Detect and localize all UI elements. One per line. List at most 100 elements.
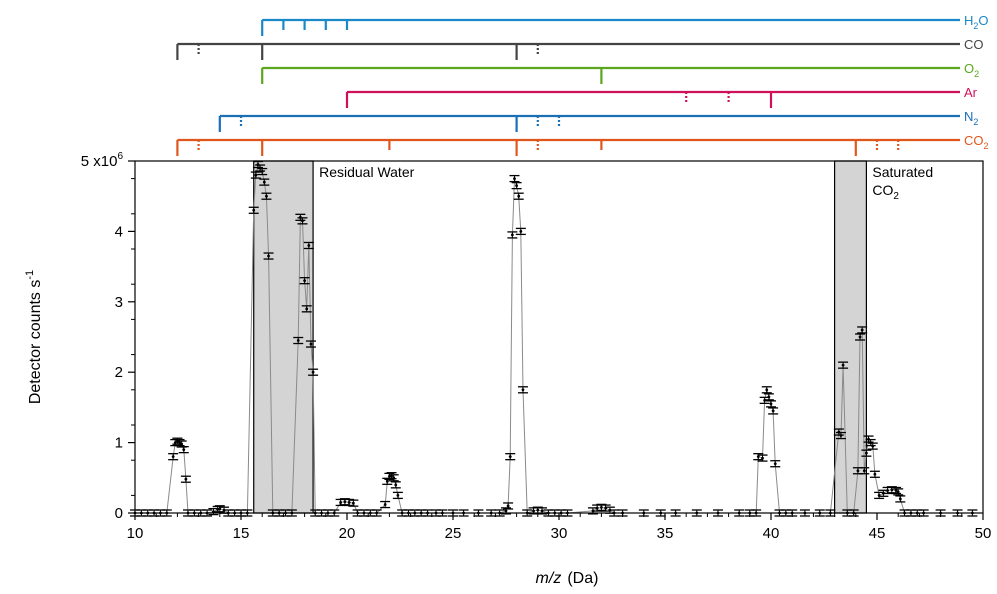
data-point [869, 470, 880, 478]
data-point [757, 454, 768, 462]
data-point [257, 167, 268, 176]
point-marker [536, 508, 540, 512]
y-axis-title: Detector counts s-1 [24, 270, 44, 404]
point-marker [305, 307, 309, 311]
data-point [263, 252, 274, 260]
data-point [503, 502, 514, 510]
data-point [261, 192, 272, 200]
point-marker [765, 388, 769, 392]
data-point [867, 442, 878, 450]
reference-label-text: CO [964, 37, 984, 52]
data-point [861, 449, 872, 457]
shaded-regions: Residual Water Saturated CO2 [253, 160, 933, 514]
x-tick-label: 50 [975, 525, 992, 542]
data-point [297, 217, 308, 225]
point-marker [510, 233, 514, 237]
x-axis-title-text: m/z [536, 570, 562, 587]
point-marker [218, 507, 222, 511]
point-marker [171, 455, 175, 459]
point-marker [532, 509, 535, 513]
data-point [859, 467, 870, 475]
y-tick-label: 5 x106 [81, 151, 124, 170]
data-point [390, 481, 401, 489]
data-point [301, 305, 312, 313]
point-marker [296, 339, 300, 342]
reference-label-subscript: 2 [984, 141, 989, 151]
shaded-region: Residual Water [253, 160, 415, 514]
point-marker [307, 244, 311, 247]
data-point [248, 206, 259, 214]
data-point [886, 486, 897, 494]
data-point [835, 431, 846, 440]
point-marker [508, 455, 512, 459]
data-point [505, 453, 516, 461]
x-tick-label: 45 [869, 525, 886, 542]
point-marker [394, 483, 398, 487]
axes: 10 15 20 25 30 35 40 45 50 0 1 2 3 4 5 x106 m/z (Da) Dete… [24, 151, 991, 587]
data-point [517, 386, 528, 394]
region-label-text: CO [872, 182, 893, 198]
reference-label: Ar [964, 85, 978, 100]
point-marker [521, 388, 525, 392]
y-tick-label: 4 [115, 223, 123, 240]
reference-label: CO [964, 37, 984, 52]
point-marker [862, 469, 866, 473]
data-point [895, 495, 906, 503]
point-marker [309, 342, 313, 346]
point-marker [896, 490, 900, 494]
point-marker [388, 474, 391, 478]
point-marker [184, 477, 188, 481]
reference-label-text: Ar [964, 85, 978, 100]
data-point [250, 171, 261, 179]
y-tick-label: 0 [115, 505, 123, 522]
x-tick-label: 20 [339, 525, 356, 542]
point-marker [347, 501, 351, 504]
region-label-line1: Saturated [872, 164, 933, 180]
point-marker [886, 489, 889, 492]
point-marker [182, 448, 186, 452]
x-tick-label: 10 [127, 525, 144, 542]
reference-label-text: H [964, 13, 973, 28]
point-marker [383, 503, 387, 506]
reference-label: N2 [964, 109, 978, 127]
data-point [509, 174, 520, 183]
data-point [511, 181, 522, 190]
point-marker [771, 409, 775, 413]
point-marker [267, 254, 270, 258]
point-marker [303, 279, 306, 283]
data-point [348, 499, 359, 507]
point-marker [856, 469, 860, 473]
point-marker [773, 462, 777, 466]
data-point [766, 400, 776, 408]
x-tick-label: 25 [445, 525, 462, 542]
point-marker [351, 501, 355, 505]
region-label-subscript: 2 [893, 191, 899, 202]
point-marker [860, 328, 864, 332]
x-axis-title: m/z (Da) [536, 570, 599, 587]
data-point [763, 393, 774, 401]
point-marker [392, 476, 396, 480]
data-point [392, 491, 403, 500]
data-point [178, 445, 189, 454]
data-point [388, 474, 399, 482]
point-marker [254, 173, 258, 177]
point-marker [180, 442, 184, 446]
data-point [202, 509, 213, 517]
region-box [833, 160, 867, 514]
reference-line-n2: N2 [218, 109, 978, 132]
reference-label-text: N [964, 109, 973, 124]
data-point [638, 509, 649, 517]
data-point [891, 486, 902, 495]
point-marker [504, 509, 508, 513]
point-marker [767, 395, 771, 399]
data-point [380, 500, 391, 509]
data-point [308, 368, 319, 376]
data-point [259, 178, 270, 186]
point-marker [339, 501, 343, 504]
data-point [168, 453, 179, 461]
point-marker [252, 208, 256, 212]
reference-label-subscript: 2 [973, 117, 978, 127]
data-point [305, 340, 316, 348]
